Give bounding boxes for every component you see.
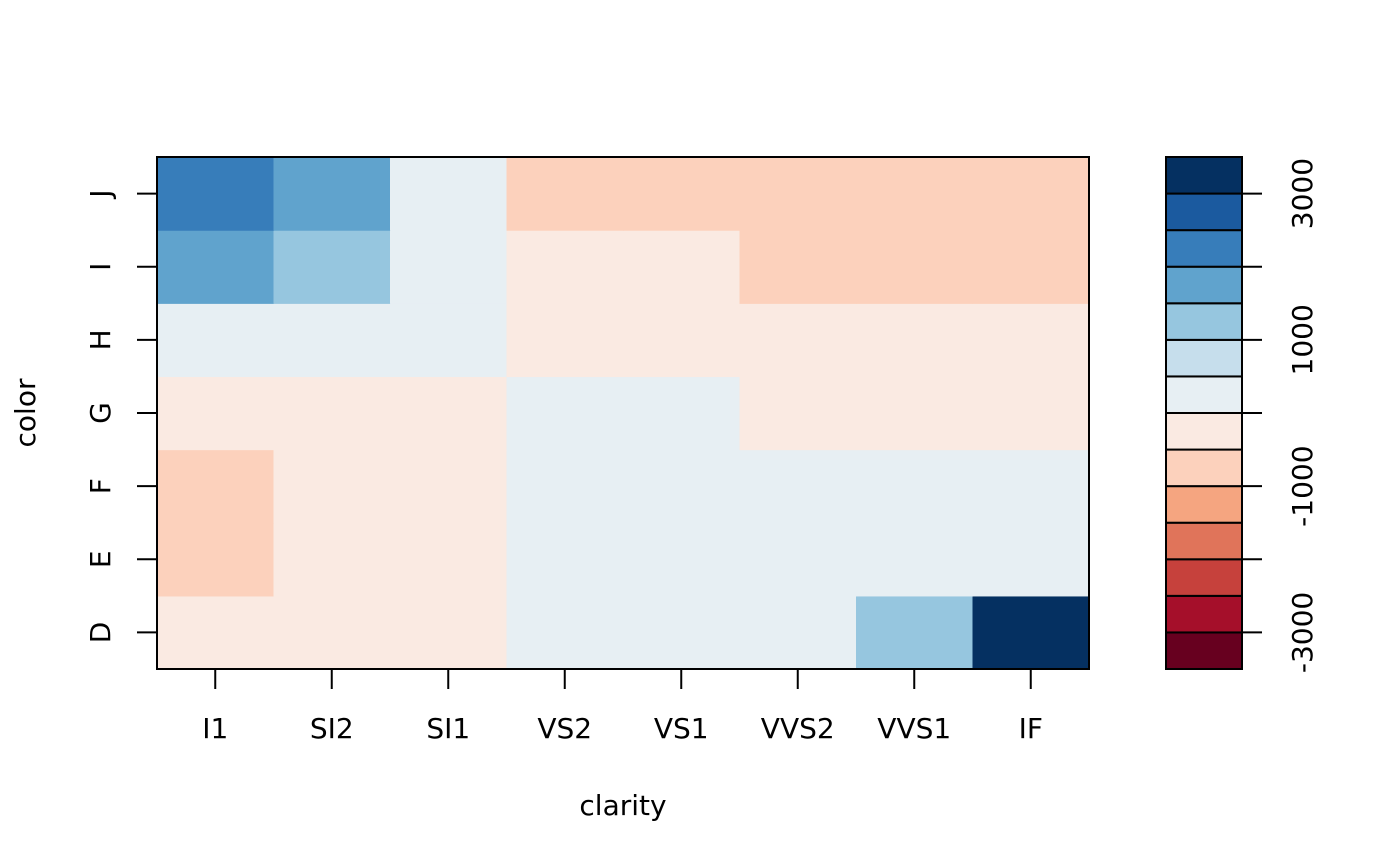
heatmap-cell — [506, 303, 624, 378]
heatmap-cell — [273, 522, 391, 597]
heatmap-cell — [623, 376, 741, 451]
colorbar-swatch — [1165, 448, 1243, 488]
heatmap-cell — [390, 449, 508, 524]
x-tick-label: VS1 — [654, 712, 709, 745]
heatmap-cell — [739, 522, 857, 597]
heatmap-cell — [623, 595, 741, 670]
heatmap-cell — [273, 449, 391, 524]
heatmap-cell — [273, 230, 391, 304]
heatmap-cell — [856, 449, 974, 524]
y-tick-label: D — [84, 622, 117, 644]
x-axis: I1 SI2 SI1 VS2 VS1 VVS2 VVS1 IF — [202, 669, 1043, 745]
x-tick-label: IF — [1019, 712, 1043, 745]
y-axis: D E F G H I J — [84, 189, 157, 643]
x-tick-label: I1 — [202, 712, 228, 745]
heatmap-cell — [157, 449, 275, 524]
heatmap-cell — [623, 230, 741, 304]
colorbar-swatch — [1165, 229, 1243, 268]
heatmap-cell — [506, 230, 624, 304]
heatmap-cell — [157, 522, 275, 597]
heatmap-cell — [390, 230, 508, 304]
y-tick-label: E — [84, 550, 117, 568]
heatmap-cell — [856, 157, 974, 231]
heatmap-cell — [972, 230, 1090, 304]
colorbar-tick-label: 3000 — [1286, 158, 1319, 229]
colorbar-swatch — [1165, 558, 1243, 597]
heatmap-cell — [390, 157, 508, 231]
x-tick-label: SI1 — [426, 712, 470, 745]
heatmap-cell — [972, 157, 1090, 231]
heatmap-cell — [273, 376, 391, 451]
heatmap-cell — [739, 303, 857, 378]
colorbar-swatch — [1165, 265, 1243, 305]
heatmap-cell — [506, 522, 624, 597]
colorbar-swatch — [1165, 375, 1243, 414]
heatmap-cell — [157, 376, 275, 451]
heatmap-cell — [506, 157, 624, 231]
heatmap-cell — [623, 449, 741, 524]
colorbar-swatch — [1165, 412, 1243, 451]
heatmap-cell — [390, 303, 508, 378]
heatmap-cell — [390, 595, 508, 670]
heatmap-cell — [157, 157, 275, 231]
colorbar: -3000 -1000 1000 3000 — [1165, 156, 1319, 673]
heatmap-cell — [506, 449, 624, 524]
heatmap-cell — [739, 376, 857, 451]
heatmap-cell — [623, 157, 741, 231]
colorbar-tick-label: 1000 — [1286, 304, 1319, 375]
colorbar-swatch — [1165, 338, 1243, 378]
heatmap-cell — [390, 376, 508, 451]
heatmap-cell — [739, 449, 857, 524]
y-tick-label: J — [84, 189, 117, 199]
heatmap-cell — [273, 303, 391, 378]
heatmap-cell — [856, 522, 974, 597]
heatmap-cells — [157, 157, 1090, 670]
colorbar-swatch — [1165, 192, 1243, 232]
x-tick-label: SI2 — [310, 712, 354, 745]
heatmap-cell — [273, 157, 391, 231]
y-tick-label: F — [84, 478, 117, 494]
heatmap-cell — [856, 303, 974, 378]
heatmap-cell — [623, 303, 741, 378]
heatmap-cell — [856, 595, 974, 670]
heatmap-cell — [739, 230, 857, 304]
x-tick-label: VS2 — [537, 712, 592, 745]
colorbar-swatch — [1165, 631, 1243, 670]
heatmap-cell — [157, 303, 275, 378]
heatmap-cell — [390, 522, 508, 597]
colorbar-swatch — [1165, 594, 1243, 634]
colorbar-swatch — [1165, 521, 1243, 561]
colorbar-swatch — [1165, 302, 1243, 341]
heatmap-cell — [972, 522, 1090, 597]
heatmap-cell — [506, 376, 624, 451]
colorbar-swatch — [1165, 485, 1243, 524]
x-axis-title: clarity — [579, 789, 666, 822]
heatmap-cell — [856, 230, 974, 304]
heatmap-cell — [972, 376, 1090, 451]
heatmap-cell — [623, 522, 741, 597]
heatmap-cell — [157, 230, 275, 304]
heatmap-cell — [972, 303, 1090, 378]
x-tick-label: VVS1 — [877, 712, 951, 745]
heatmap-cell — [157, 595, 275, 670]
y-tick-label: G — [84, 402, 117, 424]
colorbar-tick-label: -1000 — [1286, 445, 1319, 526]
colorbar-swatch — [1165, 156, 1243, 195]
heatmap-cell — [506, 595, 624, 670]
heatmap-cell — [856, 376, 974, 451]
heatmap-cell — [972, 449, 1090, 524]
y-tick-label: I — [84, 263, 117, 271]
heatmap-cell — [972, 595, 1090, 670]
x-tick-label: VVS2 — [761, 712, 835, 745]
y-axis-title: color — [9, 378, 42, 447]
y-tick-label: H — [84, 329, 117, 350]
heatmap-cell — [739, 157, 857, 231]
colorbar-tick-label: -3000 — [1286, 592, 1319, 673]
heatmap-cell — [273, 595, 391, 670]
heatmap-cell — [739, 595, 857, 670]
